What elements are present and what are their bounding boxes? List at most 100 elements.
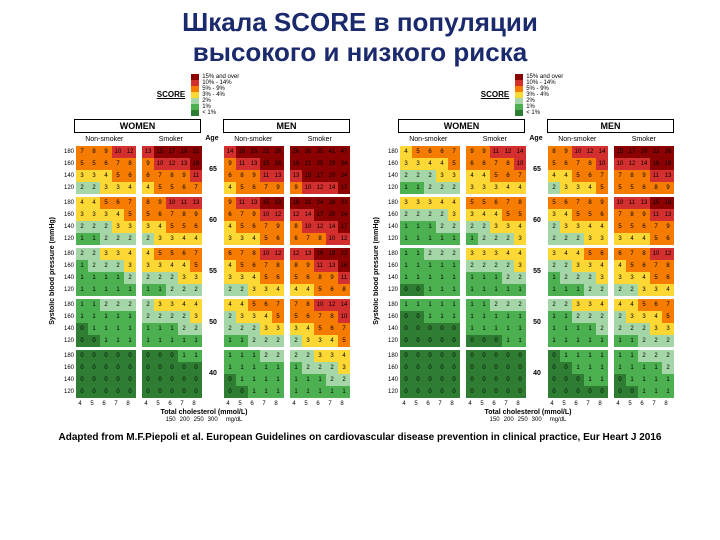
risk-cell: 6 xyxy=(596,209,608,221)
risk-cell: 4 xyxy=(490,209,502,221)
risk-cell: 2 xyxy=(236,323,248,335)
risk-cell: 6 xyxy=(560,197,572,209)
risk-cell: 13 xyxy=(290,170,302,182)
risk-cell: 0 xyxy=(400,311,412,323)
risk-cell: 6 xyxy=(154,209,166,221)
risk-cell: 1 xyxy=(596,350,608,362)
risk-cell: 0 xyxy=(100,350,112,362)
risk-cell: 17 xyxy=(314,170,326,182)
risk-cell: 3 xyxy=(490,221,502,233)
risk-cell: 9 xyxy=(466,146,478,158)
risk-cell: 2 xyxy=(424,248,436,260)
risk-cell: 5 xyxy=(502,209,514,221)
risk-cell: 12 xyxy=(502,146,514,158)
risk-cell: 8 xyxy=(272,260,284,272)
risk-cell: 19 xyxy=(326,248,338,260)
risk-cell: 5 xyxy=(154,182,166,194)
risk-cell: 1 xyxy=(142,335,154,347)
risk-cell: 1 xyxy=(100,323,112,335)
risk-cell: 5 xyxy=(314,323,326,335)
risk-cell: 1 xyxy=(548,272,560,284)
risk-cell: 0 xyxy=(448,374,460,386)
risk-cell: 2 xyxy=(572,311,584,323)
risk-cell: 0 xyxy=(412,311,424,323)
risk-cell: 2 xyxy=(662,350,674,362)
risk-cell: 0 xyxy=(478,335,490,347)
subheader-nonsmoker: Non-smoker xyxy=(74,135,135,144)
risk-cell: 10 xyxy=(260,248,272,260)
risk-cell: 1 xyxy=(112,272,124,284)
grid-mns: 22334112221111211111 xyxy=(548,299,608,347)
grid-ms: 11222111120111100111 xyxy=(614,350,674,398)
risk-cell: 2 xyxy=(88,221,100,233)
risk-cell: 0 xyxy=(142,362,154,374)
risk-cell: 0 xyxy=(466,362,478,374)
risk-cell: 3 xyxy=(490,248,502,260)
y-ticks: 180160140120 xyxy=(58,146,76,194)
risk-cell: 1 xyxy=(400,299,412,311)
risk-cell: 2 xyxy=(190,323,202,335)
risk-cell: 1 xyxy=(272,386,284,398)
risk-cell: 1 xyxy=(514,323,526,335)
risk-cell: 3 xyxy=(190,272,202,284)
risk-cell: 5 xyxy=(478,197,490,209)
grid-ws: 991112146678104456733344 xyxy=(466,146,526,194)
y-ticks: 180160140120 xyxy=(58,350,76,398)
risk-cell: 0 xyxy=(560,374,572,386)
risk-cell: 6 xyxy=(326,323,338,335)
risk-cell: 26 xyxy=(272,146,284,158)
risk-cell: 12 xyxy=(626,158,638,170)
risk-cell: 0 xyxy=(548,386,560,398)
risk-cell: 7 xyxy=(190,248,202,260)
risk-cell: 1 xyxy=(142,323,154,335)
grid-wns: 33344222231112211111 xyxy=(400,197,460,245)
risk-cell: 2 xyxy=(626,323,638,335)
grid-ms: 182124283312141720248101214176781012 xyxy=(290,197,350,245)
risk-cell: 13 xyxy=(248,158,260,170)
risk-cell: 2 xyxy=(236,284,248,296)
risk-cell: 9 xyxy=(224,158,236,170)
risk-cell: 3 xyxy=(76,170,88,182)
subheader-nonsmoker: Non-smoker xyxy=(547,135,608,144)
legend-item: < 1% xyxy=(191,110,239,116)
risk-cell: 13 xyxy=(142,146,154,158)
risk-cell: 0 xyxy=(154,386,166,398)
grid-ws: 23344222231112211111 xyxy=(142,299,202,347)
risk-cell: 2 xyxy=(224,323,236,335)
risk-cell: 1 xyxy=(154,284,166,296)
y-ticks: 180160140120 xyxy=(382,350,400,398)
risk-cell: 6 xyxy=(260,299,272,311)
grid-ms: 101113151878911135567934456 xyxy=(614,197,674,245)
risk-cell: 28 xyxy=(326,197,338,209)
age-group-60: 1801601401204456733345222331122289101113… xyxy=(58,197,350,245)
risk-cell: 3 xyxy=(224,272,236,284)
risk-cell: 3 xyxy=(466,182,478,194)
risk-cell: 1 xyxy=(88,323,100,335)
y-axis-label: Systolic blood pressure (mmHg) xyxy=(49,217,56,325)
risk-cell: 5 xyxy=(190,260,202,272)
risk-cell: 0 xyxy=(436,374,448,386)
risk-cell: 0 xyxy=(424,335,436,347)
risk-cell: 0 xyxy=(560,386,572,398)
header-women: WOMEN xyxy=(74,119,201,133)
risk-cell: 4 xyxy=(466,170,478,182)
risk-cell: 3 xyxy=(466,248,478,260)
risk-cell: 7 xyxy=(490,158,502,170)
risk-cell: 1 xyxy=(400,221,412,233)
grid-ws: 00011000000000000000 xyxy=(142,350,202,398)
risk-cell: 1 xyxy=(584,335,596,347)
subheader-smoker: Smoker xyxy=(465,135,526,144)
risk-cell: 4 xyxy=(178,233,190,245)
risk-cell: 10 xyxy=(614,158,626,170)
risk-cell: 2 xyxy=(548,299,560,311)
chart-low-risk: SCORE 15% and over10% - 14%5% - 9%3% - 4… xyxy=(370,74,674,423)
risk-cell: 0 xyxy=(88,386,100,398)
risk-cell: 3 xyxy=(314,335,326,347)
risk-cell: 0 xyxy=(614,374,626,386)
risk-cell: 1 xyxy=(548,323,560,335)
risk-cell: 1 xyxy=(302,374,314,386)
risk-cell: 7 xyxy=(236,209,248,221)
risk-cell: 0 xyxy=(436,362,448,374)
risk-cell: 1 xyxy=(614,335,626,347)
risk-cell: 4 xyxy=(88,197,100,209)
